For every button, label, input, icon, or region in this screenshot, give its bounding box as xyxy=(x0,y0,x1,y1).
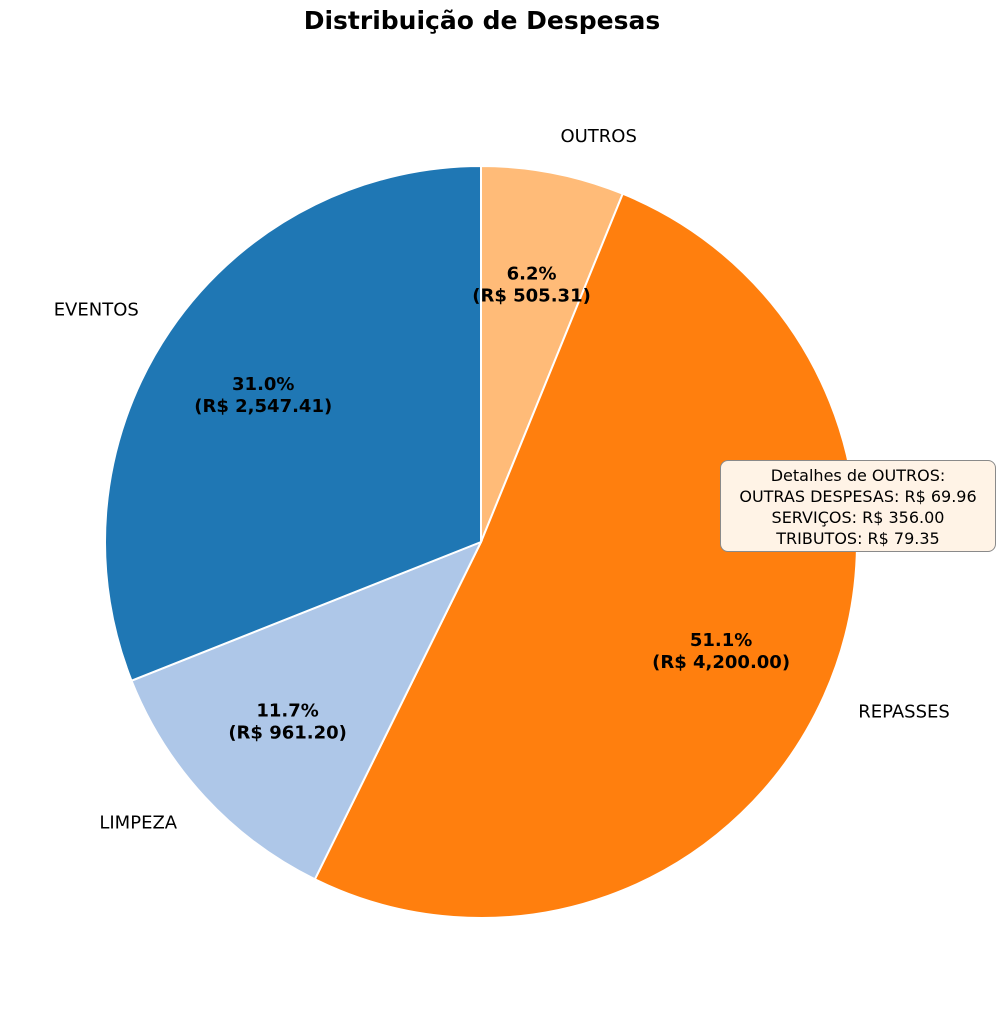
value-label-eventos: (R$ 2,547.41) xyxy=(194,396,332,417)
details-line-servicos: SERVIÇOS: R$ 356.00 xyxy=(771,508,945,527)
details-annotation-box: Detalhes de OUTROS: OUTRAS DESPESAS: R$ … xyxy=(720,460,996,552)
pie-slice-outros xyxy=(480,164,625,543)
pie-slice-eventos xyxy=(104,164,482,683)
percent-label-repasses: 51.1% xyxy=(690,630,752,651)
value-label-repasses: (R$ 4,200.00) xyxy=(652,652,790,673)
percent-label-eventos: 31.0% xyxy=(232,374,294,395)
pie-slice-repasses xyxy=(313,192,858,919)
percent-label-outros: 6.2% xyxy=(507,264,557,285)
value-label-outros: (R$ 505.31) xyxy=(472,286,591,307)
details-line-tributos: TRIBUTOS: R$ 79.35 xyxy=(776,529,940,548)
category-label-outros: OUTROS xyxy=(560,126,636,147)
details-title: Detalhes de OUTROS: xyxy=(770,466,946,485)
details-line-outras-despesas: OUTRAS DESPESAS: R$ 69.96 xyxy=(739,487,977,506)
category-label-limpeza: LIMPEZA xyxy=(99,813,177,834)
value-label-limpeza: (R$ 961.20) xyxy=(228,723,347,744)
category-label-repasses: REPASSES xyxy=(858,701,950,722)
category-label-eventos: EVENTOS xyxy=(54,300,139,321)
chart-title: Distribuição de Despesas xyxy=(303,6,661,35)
percent-label-limpeza: 11.7% xyxy=(256,701,318,722)
pie-slice-limpeza xyxy=(130,540,484,881)
